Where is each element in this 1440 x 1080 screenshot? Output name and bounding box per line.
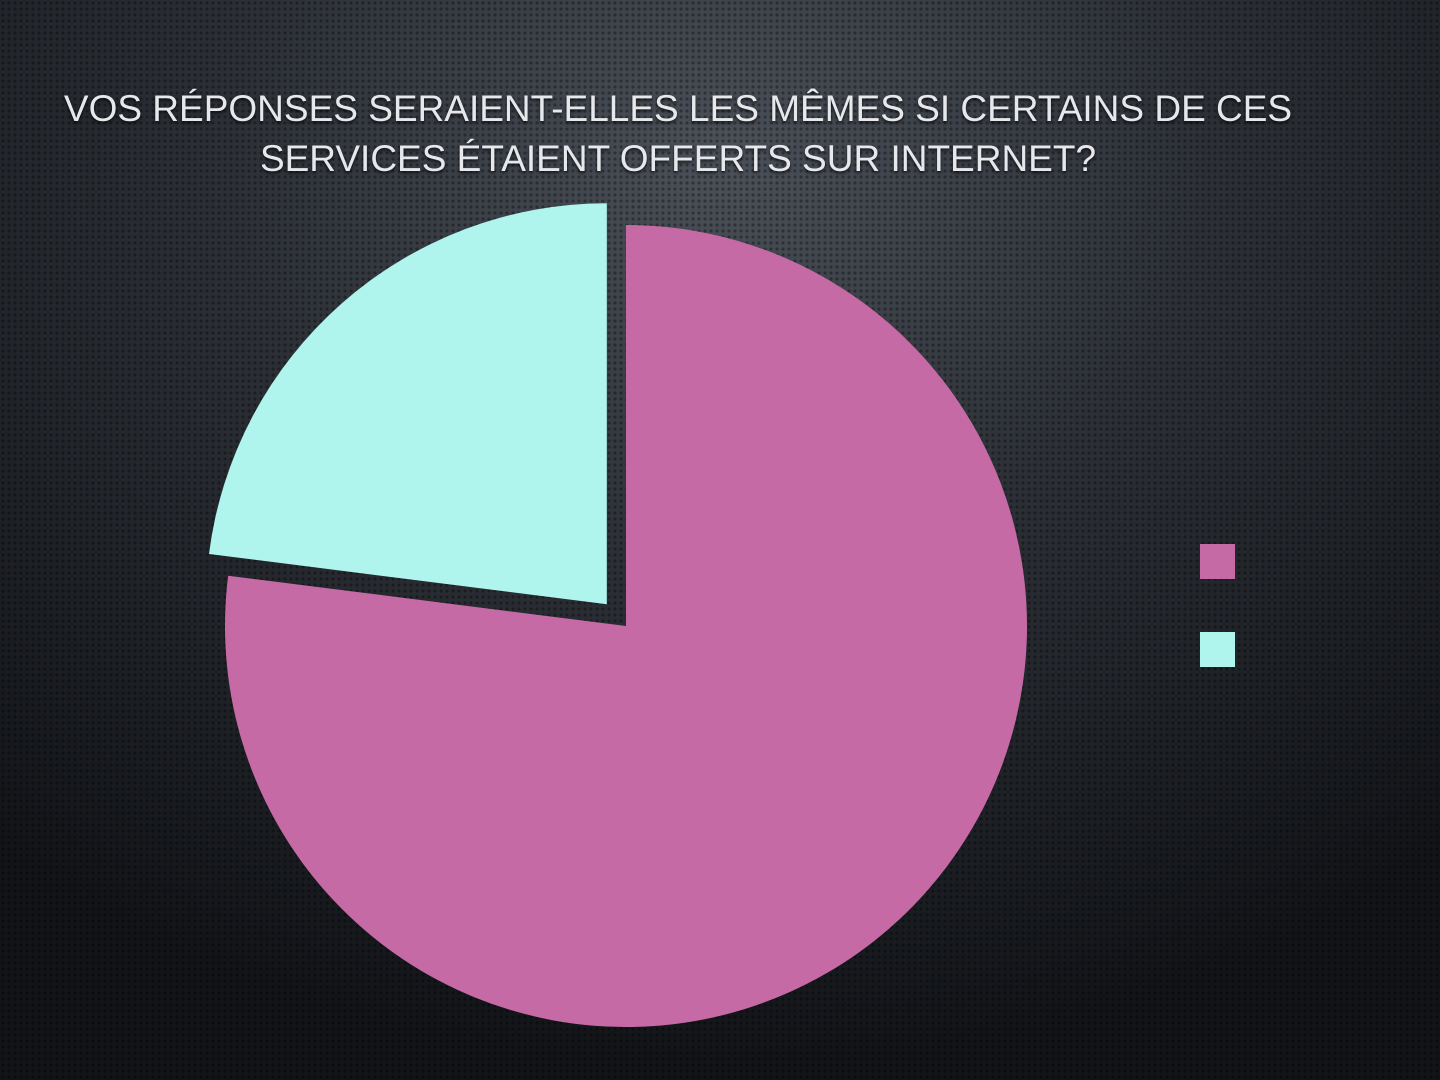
legend-swatch (1200, 544, 1235, 579)
legend-swatch (1200, 632, 1235, 667)
chart-title: VOS RÉPONSES SERAIENT-ELLES LES MÊMES SI… (63, 88, 1293, 179)
pie-slice (225, 225, 1028, 1027)
pie-slice (208, 203, 607, 605)
